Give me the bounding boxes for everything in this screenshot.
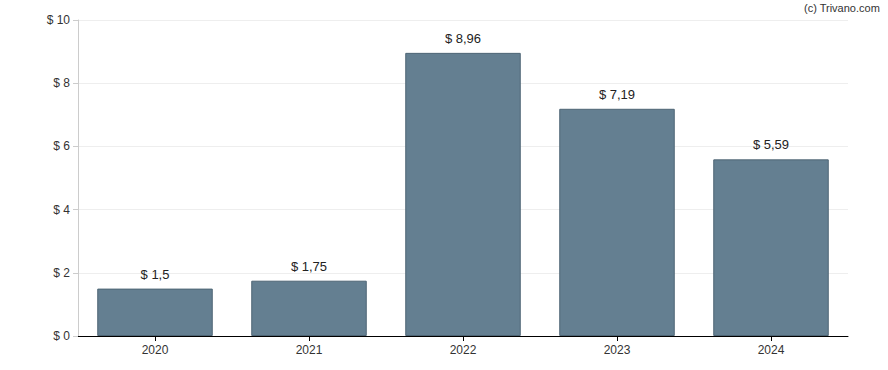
svg-text:$ 5,59: $ 5,59 [753, 137, 789, 152]
svg-text:2024: 2024 [758, 343, 785, 357]
svg-text:2021: 2021 [296, 343, 323, 357]
svg-text:$ 1,5: $ 1,5 [141, 267, 170, 282]
svg-text:2020: 2020 [142, 343, 169, 357]
svg-text:2022: 2022 [450, 343, 477, 357]
svg-text:$ 8: $ 8 [53, 76, 70, 90]
svg-text:$ 8,96: $ 8,96 [445, 31, 481, 46]
svg-text:$ 4: $ 4 [53, 203, 70, 217]
svg-text:$ 2: $ 2 [53, 266, 70, 280]
svg-text:$ 0: $ 0 [53, 329, 70, 343]
svg-text:$ 7,19: $ 7,19 [599, 87, 635, 102]
svg-text:$ 6: $ 6 [53, 139, 70, 153]
svg-text:(c) Trivano.com: (c) Trivano.com [804, 2, 880, 14]
svg-text:$ 10: $ 10 [47, 13, 71, 27]
svg-text:2023: 2023 [604, 343, 631, 357]
svg-text:$ 1,75: $ 1,75 [291, 259, 327, 274]
